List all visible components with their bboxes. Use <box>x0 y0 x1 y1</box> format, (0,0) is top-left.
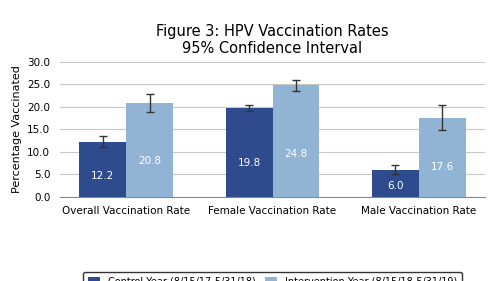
Bar <box>272 85 320 197</box>
Bar <box>419 117 466 197</box>
Text: 12.2: 12.2 <box>91 171 114 181</box>
Y-axis label: Percentage Vaccinated: Percentage Vaccinated <box>12 65 22 193</box>
Title: Figure 3: HPV Vaccination Rates
95% Confidence Interval: Figure 3: HPV Vaccination Rates 95% Conf… <box>156 24 389 56</box>
Text: 6.0: 6.0 <box>387 182 404 191</box>
Bar <box>372 170 419 197</box>
Text: 17.6: 17.6 <box>430 162 454 172</box>
Text: 20.8: 20.8 <box>138 156 161 166</box>
Bar <box>226 108 272 197</box>
Text: 19.8: 19.8 <box>238 158 260 168</box>
Bar <box>126 103 173 197</box>
Legend: Control Year (8/15/17-5/31/18), Intervention Year (8/15/18-5/31/19): Control Year (8/15/17-5/31/18), Interven… <box>84 272 462 281</box>
Bar <box>80 142 126 197</box>
Text: 24.8: 24.8 <box>284 149 308 159</box>
